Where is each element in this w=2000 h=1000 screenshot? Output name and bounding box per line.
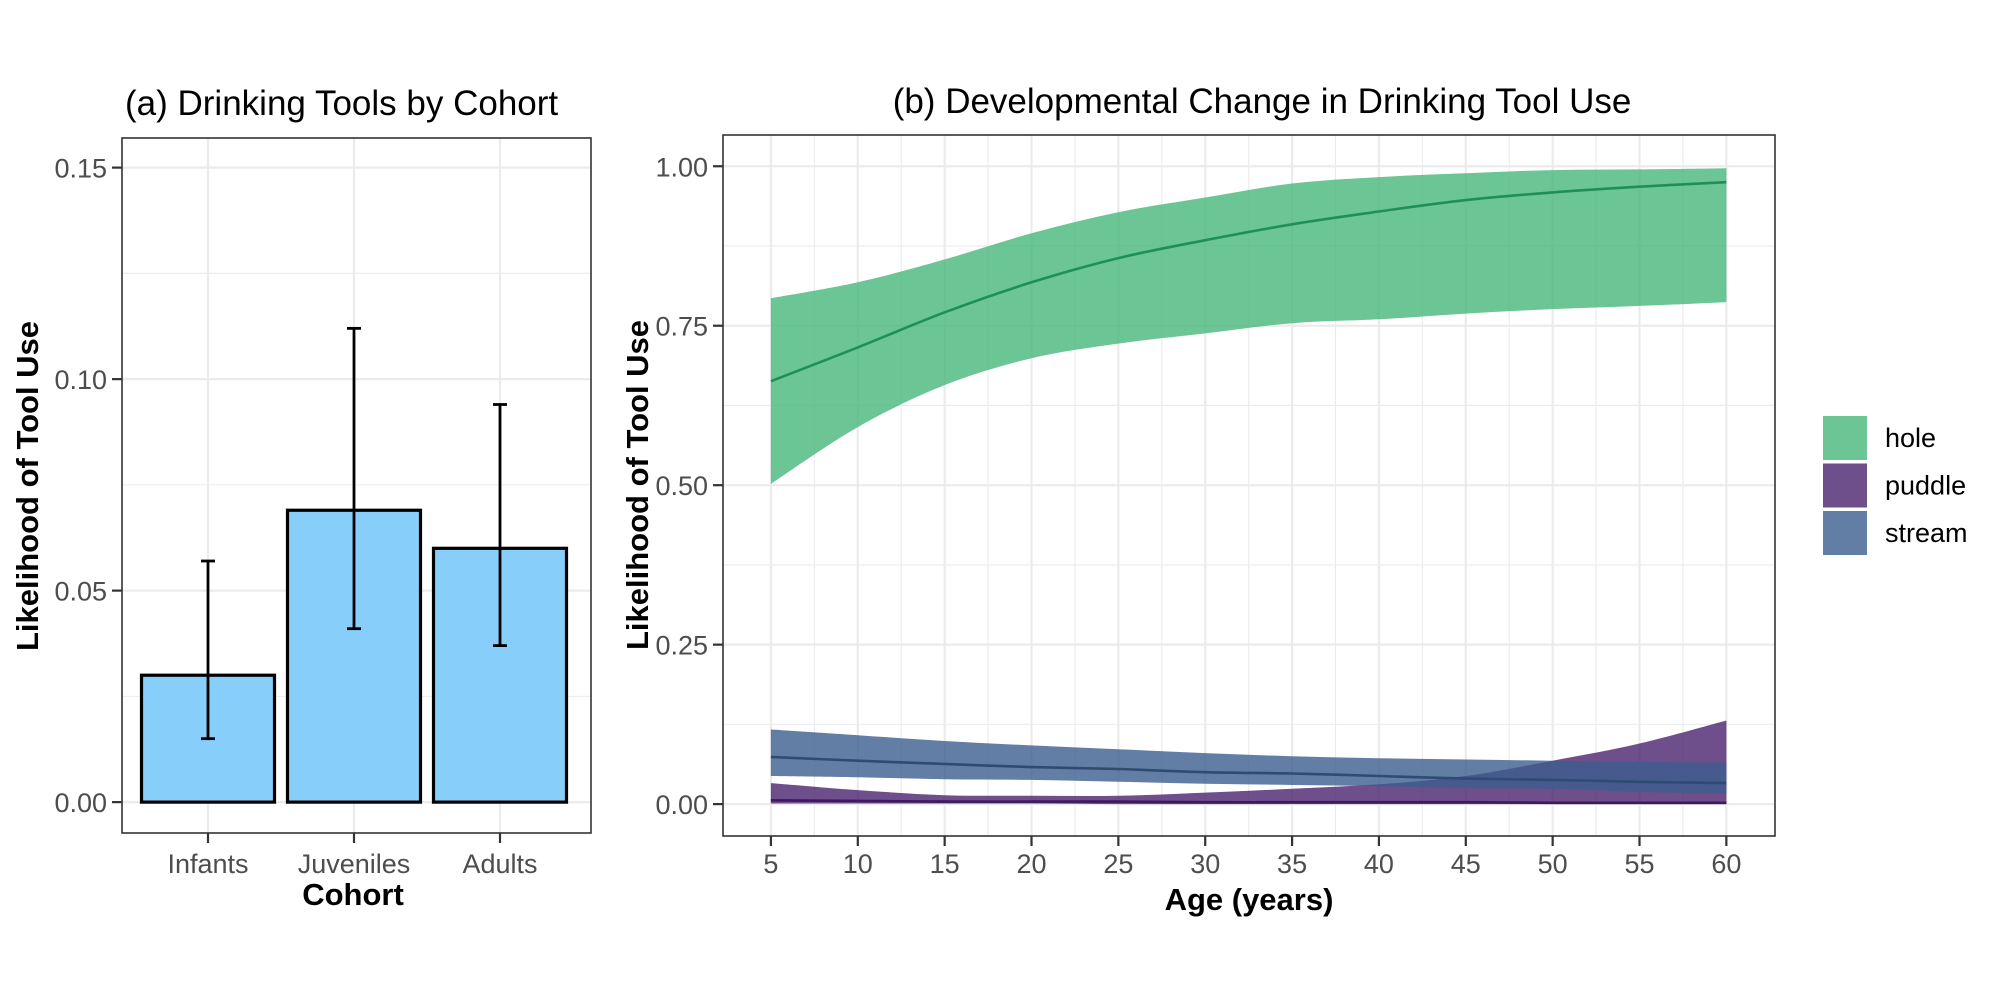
y-tick-label: 1.00 [655,152,708,182]
y-tick-label: 0.00 [655,790,708,820]
panel-b-y-axis-title: Likelihood of Tool Use [620,320,655,650]
legend: hole puddle stream [1823,416,1968,555]
panel-b-x-axis-title: Age (years) [1165,882,1334,917]
mean-line-hole [770,180,1727,383]
series-stream [770,729,1727,794]
legend-label-stream: stream [1885,518,1968,548]
y-tick-label: 0.50 [655,471,708,501]
panel-a-border [121,137,592,834]
panel-b-title: (b) Developmental Change in Drinking Too… [893,82,1632,121]
legend-item-puddle: puddle [1823,463,1966,508]
error-bar-infants [201,559,215,741]
legend-label-hole: hole [1885,423,1936,453]
mean-line-puddle [770,799,1727,805]
legend-key-stream [1823,511,1867,555]
x-tick-label: 15 [930,849,960,879]
x-tick-label: Adults [462,849,537,879]
legend-key-puddle [1823,463,1867,508]
x-tick-label: 5 [763,849,778,879]
panel-a-x-axis-title: Cohort [302,877,404,912]
panel-b-x-axis: 5 10 15 20 25 30 35 40 45 50 55 60 [763,836,1741,879]
panel-a-error-bars [201,326,507,741]
legend-item-hole: hole [1823,416,1936,460]
y-tick-label: 0.15 [54,154,107,184]
panel-b-developmental-ribbon-chart: (b) Developmental Change in Drinking Too… [620,82,1776,917]
panel-a-y-axis-title: Likelihood of Tool Use [10,321,45,651]
error-bar-juveniles [347,326,361,631]
x-tick-label: 45 [1451,849,1481,879]
ribbon-hole [770,168,1727,484]
mean-line-stream [770,755,1727,785]
y-tick-label: 0.05 [54,577,107,607]
legend-item-stream: stream [1823,511,1968,555]
x-tick-label: 60 [1711,849,1741,879]
panel-a-y-axis: 0.00 0.05 0.10 0.15 [54,154,122,818]
y-tick-label: 0.25 [655,631,708,661]
x-tick-label: 25 [1103,849,1133,879]
x-tick-label: 10 [843,849,873,879]
x-tick-label: Juveniles [298,849,411,879]
x-tick-label: 30 [1190,849,1220,879]
legend-key-hole [1823,416,1867,460]
bar-adults [431,546,569,804]
error-bar-adults [493,403,507,648]
y-tick-label: 0.00 [54,788,107,818]
panel-a-cohort-bar-chart: (a) Drinking Tools by Cohort 0.00 0.05 0.1… [10,84,592,912]
panel-a-x-axis: Infants Juveniles Adults [167,833,538,879]
panel-b-y-axis: 0.00 0.25 0.50 0.75 1.00 [655,152,723,820]
panel-a-title: (a) Drinking Tools by Cohort [125,84,558,123]
x-tick-label: 20 [1016,849,1046,879]
panel-b-series [770,168,1727,805]
y-tick-label: 0.75 [655,312,708,342]
y-tick-label: 0.10 [54,365,107,395]
x-tick-label: 40 [1364,849,1394,879]
x-tick-label: 55 [1624,849,1654,879]
x-tick-label: Infants [167,849,248,879]
x-tick-label: 35 [1277,849,1307,879]
legend-label-puddle: puddle [1885,471,1966,501]
series-hole [770,168,1727,484]
x-tick-label: 50 [1538,849,1568,879]
